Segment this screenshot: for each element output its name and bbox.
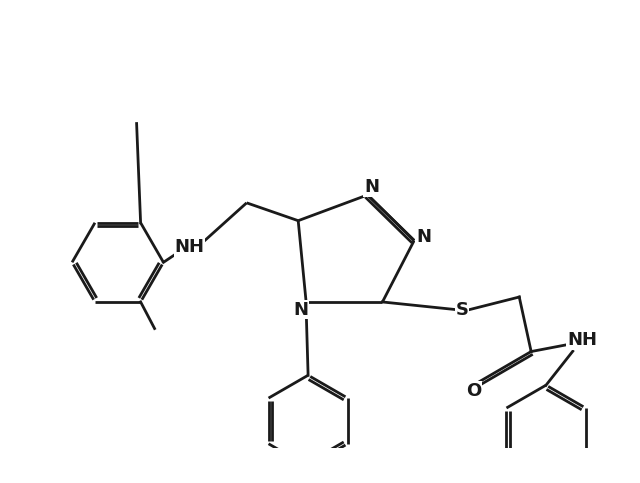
Text: N: N bbox=[416, 228, 431, 246]
Text: O: O bbox=[466, 382, 481, 400]
Text: S: S bbox=[456, 301, 468, 319]
Text: NH: NH bbox=[567, 331, 597, 349]
Text: NH: NH bbox=[175, 239, 204, 256]
Text: N: N bbox=[364, 178, 379, 196]
Text: N: N bbox=[294, 300, 308, 319]
